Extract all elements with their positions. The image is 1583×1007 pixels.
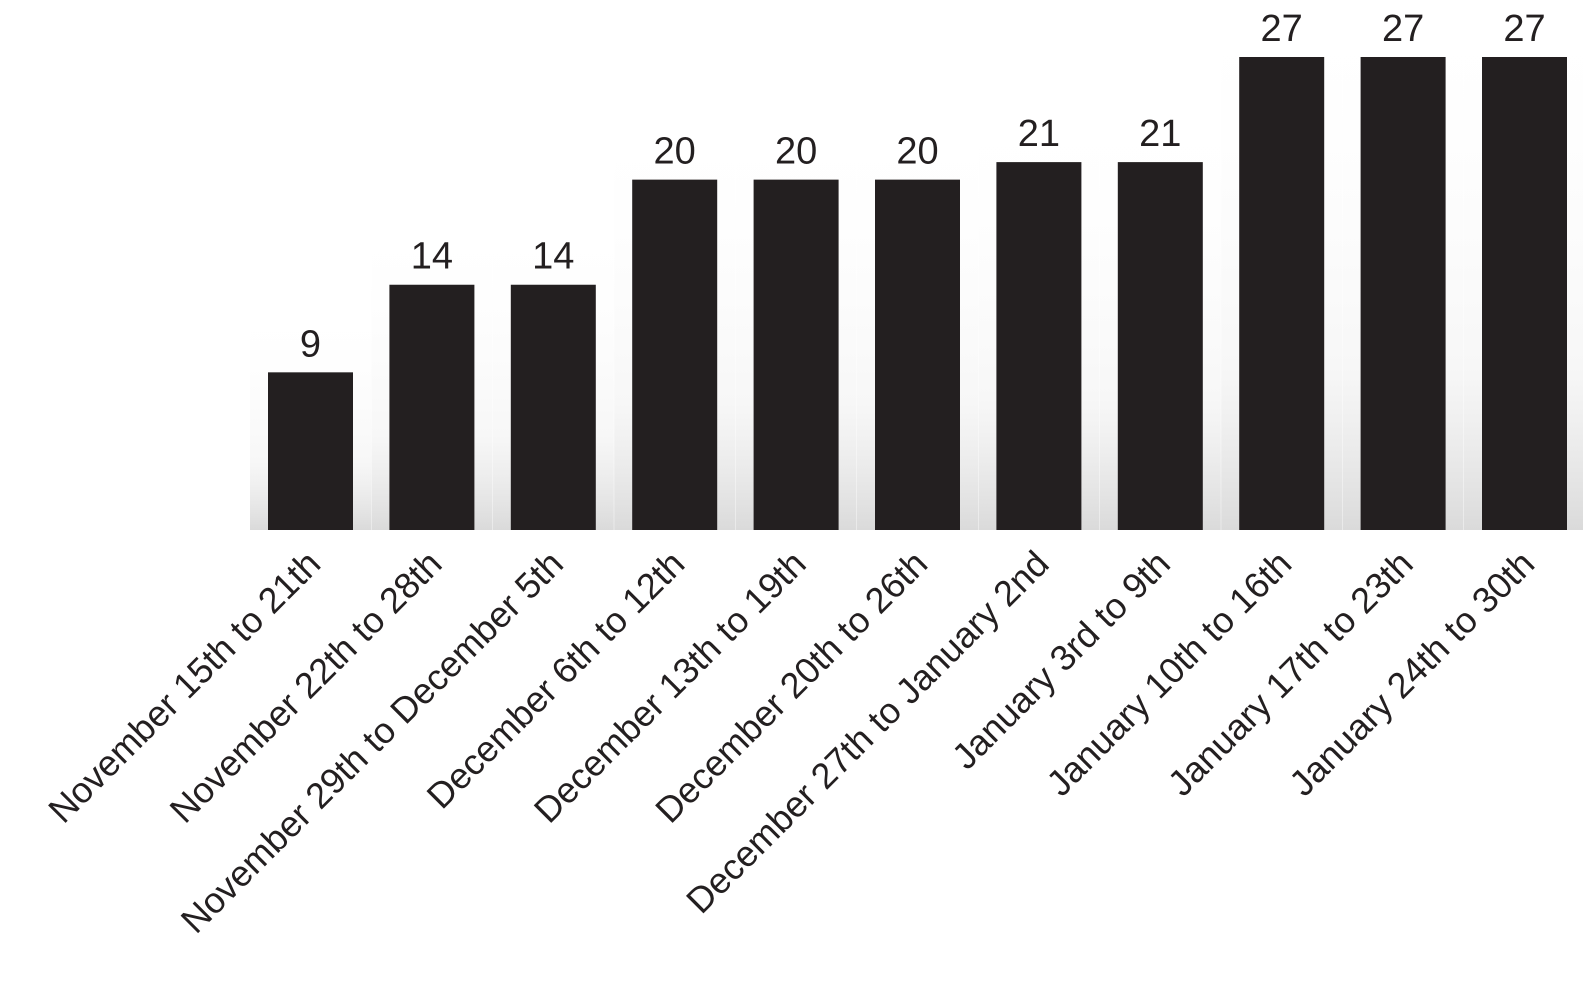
data-label-1: 14	[411, 236, 453, 278]
bar-1	[389, 284, 475, 530]
bar-3	[632, 179, 718, 530]
data-labels-group: 9 14 14 20 20 20 21 21 27 27 27	[300, 8, 1546, 365]
bar-8	[1239, 57, 1325, 530]
bar-0	[268, 372, 353, 530]
bar-10	[1482, 57, 1567, 530]
bar-9	[1360, 57, 1446, 530]
data-label-4: 20	[775, 131, 817, 173]
data-label-0: 9	[300, 323, 321, 365]
data-label-6: 21	[1018, 113, 1060, 155]
bar-7	[1117, 162, 1203, 530]
x-tick-label-10: January 24th to 30th	[1281, 543, 1542, 804]
data-label-10: 27	[1503, 8, 1545, 50]
bar-6	[996, 162, 1082, 530]
data-label-3: 20	[654, 131, 696, 173]
bar-2	[510, 284, 596, 530]
data-label-9: 27	[1382, 8, 1424, 50]
data-label-7: 21	[1139, 113, 1181, 155]
bars-group	[268, 57, 1567, 530]
data-label-2: 14	[532, 236, 574, 278]
bar-5	[875, 179, 960, 530]
bar-4	[753, 179, 839, 530]
data-label-5: 20	[896, 131, 938, 173]
x-tick-label-7: January 3rd to 9th	[944, 543, 1178, 777]
data-label-8: 27	[1261, 8, 1303, 50]
